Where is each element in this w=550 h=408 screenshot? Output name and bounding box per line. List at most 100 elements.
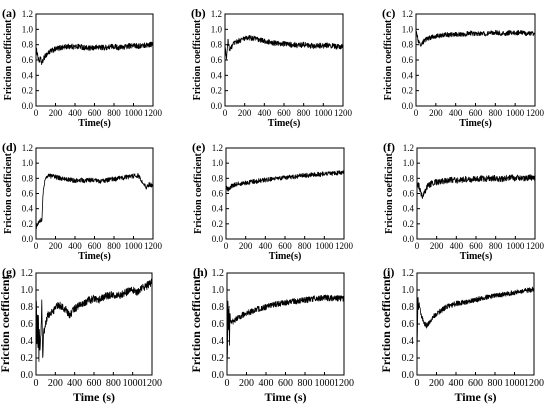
x-tick-label: 1000 bbox=[125, 241, 144, 251]
x-tick-label: 800 bbox=[297, 108, 311, 118]
panel-label: (g) bbox=[2, 265, 16, 279]
chart-panel-b: 0 200 400 600 800 1000 1200 0.0 0.2 0.4 0.6 0.8 1.0 1… bbox=[191, 6, 353, 129]
x-tick-label: 800 bbox=[107, 241, 121, 251]
series-line-c-0 bbox=[415, 29, 536, 47]
y-tick-label: 0.8 bbox=[402, 40, 414, 50]
series-line-i-0 bbox=[416, 286, 535, 352]
y-tick-label: 1.0 bbox=[22, 24, 34, 34]
x-tick-label: 1200 bbox=[144, 108, 163, 118]
y-tick-label: 0.4 bbox=[402, 70, 414, 80]
x-axis-title: Time(s) bbox=[78, 251, 111, 262]
x-tick-label: 400 bbox=[259, 378, 274, 389]
y-tick-label: 0.4 bbox=[212, 336, 225, 347]
y-tick-label: 1.0 bbox=[22, 158, 34, 168]
y-tick-label: 0.0 bbox=[22, 234, 34, 244]
y-tick-label: 0.6 bbox=[402, 319, 415, 330]
y-tick-label: 0.0 bbox=[402, 370, 415, 381]
x-tick-label: 0 bbox=[34, 241, 39, 251]
y-tick-label: 1.0 bbox=[21, 285, 34, 296]
x-tick-label: 600 bbox=[278, 378, 293, 389]
y-tick-label: 0.0 bbox=[212, 370, 225, 381]
x-tick-label: 1200 bbox=[526, 241, 545, 251]
y-tick-label: 0.8 bbox=[212, 173, 224, 183]
chart-panel-i: 0 200 400 600 800 1000 1200 0.0 0.2 0.4 0.6 0.8 1.0 1… bbox=[379, 265, 544, 404]
plot-frame bbox=[415, 13, 536, 107]
chart-panel-d: 0 200 400 600 800 1000 1200 0.0 0.2 0.4 0.6 0.8 1.0 1… bbox=[2, 140, 163, 262]
y-tick-label: 1.0 bbox=[402, 24, 414, 34]
x-tick-label: 200 bbox=[239, 241, 253, 251]
y-tick-label: 0.2 bbox=[21, 353, 34, 364]
x-axis-title: Time(s) bbox=[268, 118, 301, 129]
x-tick-label: 800 bbox=[489, 241, 503, 251]
y-tick-label: 0.2 bbox=[211, 86, 222, 96]
y-axis-title: Friction coefficient bbox=[193, 152, 204, 233]
y-tick-label: 0.8 bbox=[402, 302, 415, 313]
x-tick-label: 1200 bbox=[526, 108, 545, 118]
y-tick-label: 0.8 bbox=[403, 173, 415, 183]
x-tick-label: 1000 bbox=[506, 241, 525, 251]
x-axis-title: Time (s) bbox=[264, 390, 306, 404]
y-axis-title: Friction coefficient bbox=[192, 19, 203, 100]
y-tick-label: 0.6 bbox=[22, 189, 34, 199]
panel-label: (d) bbox=[2, 140, 17, 154]
x-tick-label: 1000 bbox=[505, 378, 525, 389]
x-axis-title: Time(s) bbox=[78, 118, 111, 129]
x-tick-label: 600 bbox=[469, 241, 483, 251]
y-tick-label: 0.4 bbox=[402, 336, 415, 347]
y-tick-label: 0.2 bbox=[22, 86, 33, 96]
x-tick-label: 200 bbox=[239, 378, 254, 389]
plot-frame bbox=[35, 13, 154, 107]
y-tick-label: 0.6 bbox=[22, 55, 34, 65]
y-tick-label: 0.0 bbox=[212, 234, 224, 244]
y-tick-label: 0.0 bbox=[22, 101, 34, 111]
x-tick-label: 1000 bbox=[315, 241, 334, 251]
y-tick-label: 1.0 bbox=[402, 285, 415, 296]
y-axis-title: Friction coefficient bbox=[189, 276, 203, 373]
series-line-b-0 bbox=[224, 35, 344, 60]
y-tick-label: 1.2 bbox=[211, 9, 222, 19]
x-tick-label: 800 bbox=[298, 378, 313, 389]
y-tick-label: 0.0 bbox=[402, 101, 414, 111]
x-tick-label: 200 bbox=[429, 378, 444, 389]
y-tick-label: 0.4 bbox=[21, 336, 34, 347]
x-tick-label: 200 bbox=[49, 241, 63, 251]
plot-frame bbox=[226, 272, 345, 376]
chart-panel-f: 0 200 400 600 800 1000 1200 0.0 0.2 0.4 0.6 0.8 1.0 1… bbox=[383, 140, 545, 262]
x-tick-label: 800 bbox=[298, 241, 312, 251]
series-line-h-0 bbox=[226, 294, 345, 370]
y-tick-label: 0.4 bbox=[212, 204, 224, 214]
x-tick-label: 0 bbox=[415, 241, 420, 251]
x-tick-label: 200 bbox=[430, 241, 444, 251]
y-tick-label: 0.8 bbox=[22, 40, 34, 50]
y-tick-label: 1.2 bbox=[402, 268, 415, 279]
y-tick-label: 0.0 bbox=[403, 234, 415, 244]
x-tick-label: 400 bbox=[68, 108, 82, 118]
x-tick-label: 600 bbox=[88, 108, 102, 118]
y-tick-label: 1.2 bbox=[21, 268, 34, 279]
y-tick-label: 1.0 bbox=[403, 158, 415, 168]
y-axis-title: Friction coefficient bbox=[3, 19, 14, 100]
x-tick-label: 1200 bbox=[334, 108, 353, 118]
chart-panel-e: 0 200 400 600 800 1000 1200 0.0 0.2 0.4 0.6 0.8 1.0 1… bbox=[192, 140, 354, 262]
panel-label: (i) bbox=[383, 265, 394, 279]
chart-panel-c: 0 200 400 600 800 1000 1200 0.0 0.2 0.4 0.6 0.8 1.0 1… bbox=[382, 6, 545, 129]
x-tick-label: 600 bbox=[88, 241, 102, 251]
series-line-a-0 bbox=[35, 41, 154, 66]
x-tick-label: 0 bbox=[225, 378, 230, 389]
x-axis-title: Time(s) bbox=[269, 251, 302, 262]
x-tick-label: 1200 bbox=[142, 378, 162, 389]
y-tick-label: 0.0 bbox=[21, 370, 34, 381]
plot-frame bbox=[224, 13, 344, 107]
y-tick-label: 0.8 bbox=[211, 40, 223, 50]
x-tick-label: 1000 bbox=[125, 108, 144, 118]
x-tick-label: 1000 bbox=[123, 378, 143, 389]
x-tick-label: 400 bbox=[449, 378, 464, 389]
y-tick-label: 0.6 bbox=[402, 55, 414, 65]
x-tick-label: 400 bbox=[259, 241, 273, 251]
y-tick-label: 0.6 bbox=[21, 319, 34, 330]
y-tick-label: 0.2 bbox=[22, 219, 33, 229]
plot-frame bbox=[416, 272, 535, 376]
x-tick-label: 1200 bbox=[334, 378, 354, 389]
y-axis-title: Friction coefficient bbox=[384, 152, 395, 233]
series-line-e-0 bbox=[225, 169, 345, 192]
